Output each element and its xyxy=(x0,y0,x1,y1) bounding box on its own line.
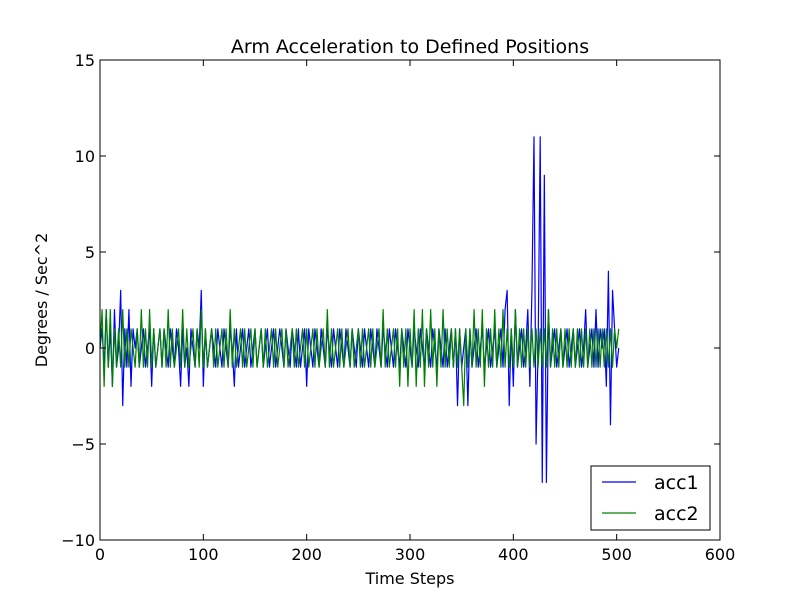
legend: acc1 acc2 xyxy=(590,465,711,531)
x-tick-label: 500 xyxy=(601,545,632,564)
y-axis: −10 −5 0 5 10 15 xyxy=(61,51,720,550)
x-tick-label: 0 xyxy=(95,545,105,564)
y-tick-label: 0 xyxy=(85,339,95,358)
y-axis-label: Degrees / Sec^2 xyxy=(32,233,51,368)
y-tick-label: 10 xyxy=(75,147,95,166)
x-tick-label: 100 xyxy=(188,545,219,564)
x-axis-label: Time Steps xyxy=(364,569,454,588)
x-tick-label: 300 xyxy=(395,545,426,564)
chart-title: Arm Acceleration to Defined Positions xyxy=(231,36,589,58)
y-tick-label: −5 xyxy=(71,435,95,454)
series-line-acc2 xyxy=(99,309,620,407)
x-axis: 0 100 200 300 400 500 600 xyxy=(95,60,735,564)
y-tick-label: 15 xyxy=(75,51,95,70)
series-layer xyxy=(99,136,620,483)
x-tick-label: 200 xyxy=(291,545,322,564)
legend-label-acc1: acc1 xyxy=(654,472,699,494)
x-tick-label: 600 xyxy=(705,545,736,564)
legend-box xyxy=(590,465,711,531)
y-tick-label: 5 xyxy=(85,243,95,262)
x-tick-label: 400 xyxy=(498,545,529,564)
plot-background xyxy=(100,60,720,540)
y-tick-label: −10 xyxy=(61,531,95,550)
plot-area xyxy=(99,59,721,541)
legend-label-acc2: acc2 xyxy=(654,503,699,525)
